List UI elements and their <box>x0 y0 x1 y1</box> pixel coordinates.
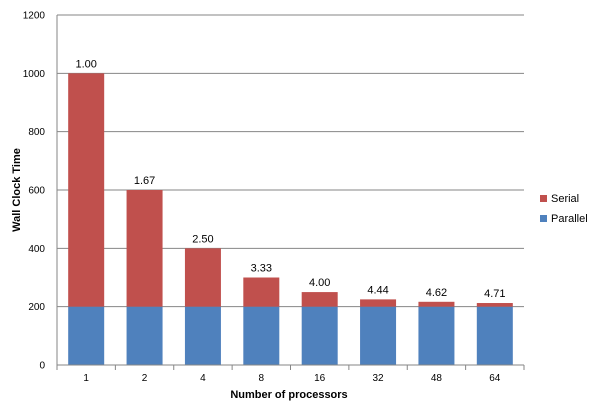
data-label: 2.50 <box>192 233 213 245</box>
bar-serial-8 <box>243 277 280 307</box>
data-label: 4.71 <box>484 288 505 300</box>
bar-serial-2 <box>126 190 163 307</box>
legend: Serial Parallel <box>540 193 588 225</box>
bar-parallel-8 <box>243 306 280 365</box>
legend-label-serial: Serial <box>551 193 579 205</box>
bar-serial-4 <box>184 248 221 307</box>
bar-parallel-4 <box>184 306 221 365</box>
data-label: 4.00 <box>309 277 330 289</box>
x-tick-label: 48 <box>431 373 443 384</box>
x-tick-labels: 1 2 4 8 16 32 48 64 <box>56 365 525 384</box>
data-label: 1.67 <box>134 175 155 187</box>
y-tick-label: 1000 <box>23 69 46 80</box>
bar-parallel-16 <box>301 306 338 365</box>
bar-parallel-1 <box>68 306 105 365</box>
x-tick-label: 2 <box>142 373 148 384</box>
y-tick-label: 800 <box>28 127 45 138</box>
y-tick-label: 600 <box>28 186 45 197</box>
x-tick-label: 4 <box>200 373 206 384</box>
y-tick-labels: 0 200 400 600 800 1000 1200 <box>23 11 46 372</box>
data-label: 4.62 <box>426 287 447 299</box>
bar-parallel-64 <box>476 306 513 365</box>
bar-parallel-2 <box>126 306 163 365</box>
y-tick-label: 200 <box>28 302 45 313</box>
y-tick-label: 1200 <box>23 11 46 22</box>
x-tick-label: 8 <box>259 373 265 384</box>
bar-serial-48 <box>418 301 455 307</box>
y-axis-title: Wall Clock Time <box>11 148 23 232</box>
y-tick-label: 0 <box>39 361 45 372</box>
bars <box>68 73 513 365</box>
bar-serial-64 <box>476 303 513 307</box>
bar-serial-1 <box>68 73 105 307</box>
data-label: 3.33 <box>251 263 272 275</box>
x-tick-label: 1 <box>83 373 89 384</box>
data-label: 1.00 <box>75 58 96 70</box>
x-tick-label: 32 <box>373 373 385 384</box>
x-axis-title: Number of processors <box>230 389 347 401</box>
bar-serial-32 <box>360 299 397 307</box>
y-tick-label: 400 <box>28 244 45 255</box>
legend-label-parallel: Parallel <box>551 213 588 225</box>
bar-serial-16 <box>301 292 338 307</box>
x-tick-label: 16 <box>314 373 326 384</box>
data-labels: 1.00 1.67 2.50 3.33 4.00 4.44 4.62 4.71 <box>75 58 505 300</box>
bar-parallel-32 <box>360 306 397 365</box>
x-tick-label: 64 <box>489 373 501 384</box>
data-label: 4.44 <box>367 284 388 296</box>
bar-parallel-48 <box>418 306 455 365</box>
legend-swatch-parallel <box>540 215 547 222</box>
legend-swatch-serial <box>540 195 547 202</box>
